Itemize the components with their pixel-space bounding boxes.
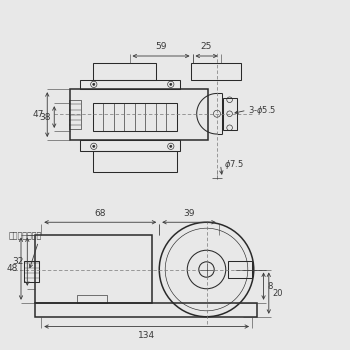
Text: 25: 25 (201, 42, 212, 51)
Bar (77, 295, 107, 303)
Text: 48: 48 (6, 264, 18, 273)
Circle shape (93, 83, 95, 85)
Text: 39: 39 (183, 209, 195, 218)
Text: 59: 59 (155, 42, 167, 51)
Bar (69, 100, 81, 129)
Text: $\phi$7.5: $\phi$7.5 (224, 158, 244, 171)
Text: リセットロール: リセットロール (9, 232, 42, 241)
Text: 134: 134 (138, 331, 155, 340)
Bar (80, 80, 180, 89)
Circle shape (170, 145, 172, 147)
Circle shape (170, 83, 172, 85)
Text: 38: 38 (39, 113, 51, 121)
Bar (35, 303, 257, 317)
Bar (70, 89, 208, 140)
Circle shape (93, 145, 95, 147)
Text: 68: 68 (94, 209, 106, 218)
Text: 20: 20 (272, 289, 283, 298)
Bar (35, 234, 152, 303)
Text: 8: 8 (267, 282, 272, 290)
Text: 32: 32 (13, 257, 24, 266)
Bar (24, 261, 39, 282)
Bar (228, 261, 252, 278)
Bar (93, 103, 177, 131)
Bar (223, 98, 237, 130)
Bar (80, 140, 180, 151)
Bar (191, 63, 241, 80)
Text: 3-$\phi$5.5: 3-$\phi$5.5 (248, 104, 277, 117)
Bar (93, 151, 177, 172)
Bar (93, 63, 156, 80)
Text: 47: 47 (32, 110, 44, 119)
